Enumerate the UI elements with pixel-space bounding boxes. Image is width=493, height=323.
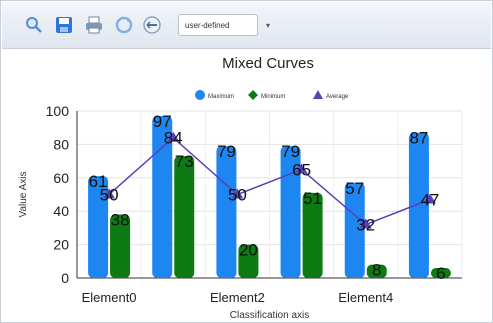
legend-marker-minimum xyxy=(248,90,258,100)
save-icon[interactable] xyxy=(54,15,74,35)
bar-minimum xyxy=(366,264,387,278)
data-label-maximum: 97 xyxy=(153,112,172,131)
data-label-maximum: 87 xyxy=(409,129,428,148)
x-tick-label: Element0 xyxy=(82,290,137,305)
bar-minimum xyxy=(238,244,259,278)
data-label-minimum: 6 xyxy=(436,264,445,283)
x-tick-label: Element2 xyxy=(210,290,265,305)
toolbar: user-defined ▾ xyxy=(2,2,491,49)
print-icon[interactable] xyxy=(84,15,104,35)
bar-maximum xyxy=(408,132,429,278)
chart-style-select-value: user-defined xyxy=(185,21,230,30)
data-label-minimum: 51 xyxy=(303,189,322,208)
point-average xyxy=(295,163,308,174)
point-average xyxy=(103,188,116,199)
y-axis-label: Value Axis xyxy=(18,172,29,218)
y-tick-label: 80 xyxy=(53,136,69,152)
chart-style-select[interactable]: user-defined ▾ xyxy=(178,14,270,36)
y-tick-label: 40 xyxy=(53,203,69,219)
chevron-down-icon[interactable]: ▾ xyxy=(265,21,270,30)
bar-maximum xyxy=(280,146,301,278)
zoom-icon[interactable] xyxy=(24,15,44,35)
x-axis-label: Classification axis xyxy=(230,310,309,321)
point-average xyxy=(167,131,180,142)
y-tick-label: 20 xyxy=(53,237,69,253)
bar-maximum xyxy=(344,182,365,278)
bar-maximum xyxy=(152,116,173,278)
chart-title: Mixed Curves xyxy=(222,55,314,72)
bar-minimum xyxy=(174,156,195,278)
point-average xyxy=(359,218,372,229)
data-label-maximum: 79 xyxy=(217,142,236,161)
legend-label-average: Average xyxy=(326,94,349,100)
bar-minimum xyxy=(430,267,451,278)
legend-label-maximum: Maximum xyxy=(208,94,234,100)
bar-maximum xyxy=(216,146,237,278)
refresh-icon[interactable] xyxy=(114,15,134,35)
y-tick-label: 100 xyxy=(46,103,70,119)
y-tick-label: 0 xyxy=(61,270,69,286)
legend-marker-maximum xyxy=(195,90,205,100)
line-average xyxy=(108,136,431,226)
data-label-average: 50 xyxy=(100,186,119,205)
data-label-maximum: 61 xyxy=(89,172,108,191)
data-label-minimum: 73 xyxy=(175,152,194,171)
legend-marker-average xyxy=(313,90,323,99)
data-label-minimum: 20 xyxy=(239,241,258,260)
bar-minimum xyxy=(302,192,323,278)
x-tick-label: Element4 xyxy=(338,290,393,305)
data-label-maximum: 79 xyxy=(281,142,300,161)
data-label-average: 84 xyxy=(164,129,183,148)
data-label-average: 50 xyxy=(228,186,247,205)
point-average xyxy=(423,193,436,204)
bar-minimum xyxy=(110,214,131,278)
y-tick-label: 60 xyxy=(53,170,69,186)
bar-maximum xyxy=(88,176,109,278)
data-label-maximum: 57 xyxy=(345,179,364,198)
data-label-minimum: 38 xyxy=(111,211,130,230)
reset-icon[interactable] xyxy=(142,15,162,35)
legend-label-minimum: Minimum xyxy=(261,94,285,100)
data-label-average: 32 xyxy=(356,216,375,235)
data-label-average: 47 xyxy=(420,191,439,210)
data-label-minimum: 8 xyxy=(372,261,381,280)
data-label-average: 65 xyxy=(292,160,311,179)
point-average xyxy=(231,188,244,199)
